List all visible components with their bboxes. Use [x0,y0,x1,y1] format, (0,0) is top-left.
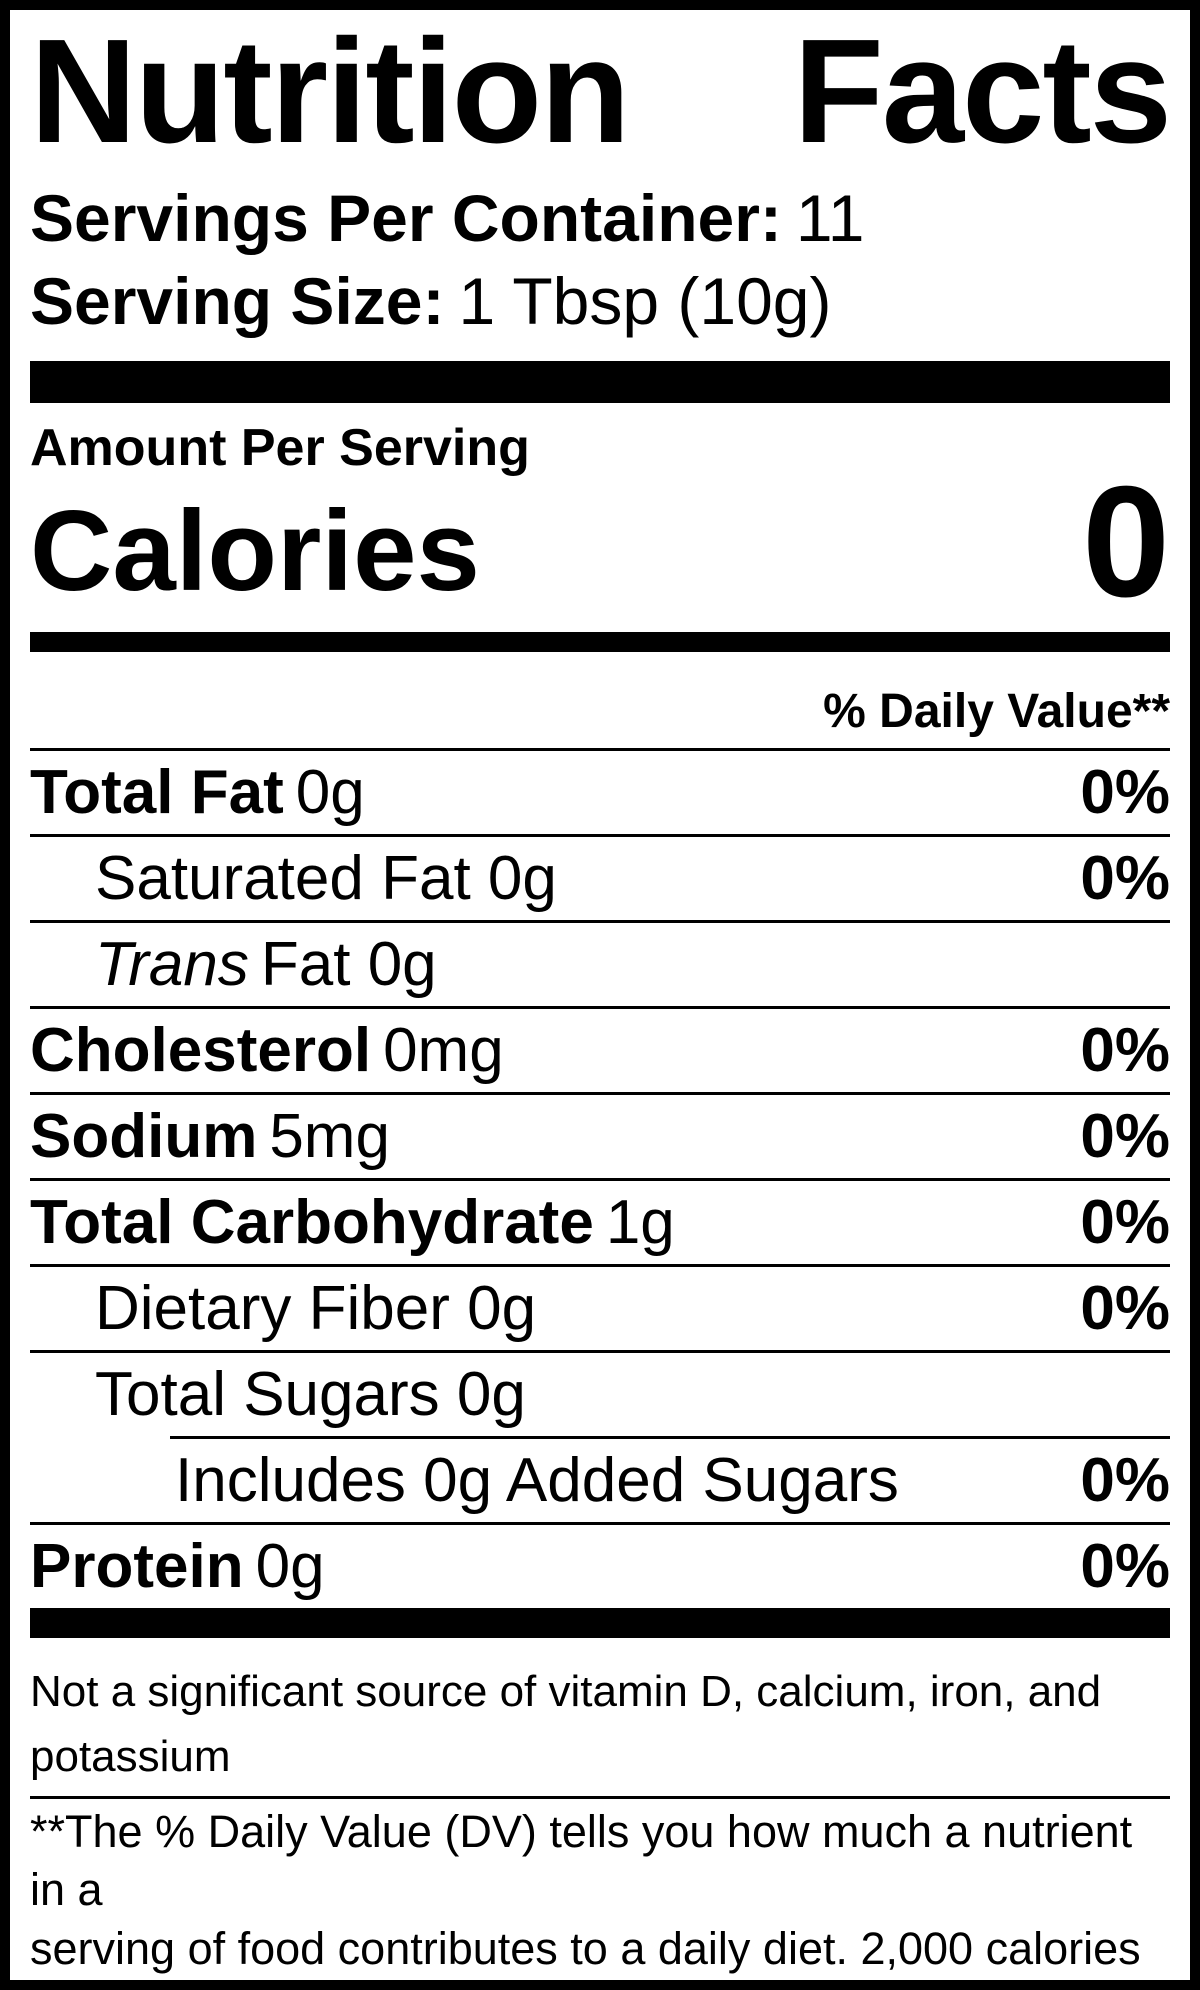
nutrient-row-trans-fat: Trans Fat 0g [30,923,1170,1010]
daily-value-percent: 0% [1080,758,1170,828]
nutrient-name: Protein 0g [30,1532,325,1602]
nutrient-row-saturated-fat: Saturated Fat 0g 0% [30,837,1170,924]
daily-value-percent: 0% [1080,1016,1170,1086]
title-word-facts: Facts [793,9,1172,174]
nutrient-name: Trans Fat 0g [95,930,437,1000]
indented-separator [170,1436,1170,1440]
label-title: Nutrition Facts [30,9,1172,174]
daily-value-footnote: **The % Daily Value (DV) tells you how m… [30,1805,1141,1974]
daily-value-header: % Daily Value** [823,685,1170,739]
servings-per-container-value: 11 [795,181,865,255]
daily-value-percent: 0% [1080,1532,1170,1602]
servings-per-container-line: Servings Per Container: 11 [30,181,1170,255]
nutrient-name: Dietary Fiber 0g [95,1274,537,1344]
thick-divider-bottom [30,1608,1170,1639]
daily-value-percent: 0% [1080,1446,1170,1516]
nutrient-name: Total Fat 0g [30,758,365,828]
nutrient-row-added-sugars: Includes 0g Added Sugars 0% [30,1439,1170,1526]
thick-divider-top [30,360,1170,403]
daily-value-percent: 0% [1080,1188,1170,1258]
calories-value: 0 [1082,454,1170,631]
calories-label: Calories [30,487,480,615]
calories-row: Calories 0 [30,454,1170,631]
daily-value-percent: 0% [1080,1274,1170,1344]
nutrient-name: Includes 0g Added Sugars [175,1446,899,1516]
serving-size-line: Serving Size: 1 Tbsp (10g) [30,267,1170,336]
nutrient-row-cholesterol: Cholesterol 0mg 0% [30,1009,1170,1096]
nutrient-rows: Total Fat 0g 0% Saturated Fat 0g 0% Tran… [30,748,1170,1608]
nutrient-name: Saturated Fat 0g [95,844,557,914]
nutrient-row-sodium: Sodium 5mg 0% [30,1095,1170,1182]
nutrient-row-protein: Protein 0g 0% [30,1525,1170,1608]
daily-value-percent: 0% [1080,1102,1170,1172]
not-significant-note: Not a significant source of vitamin D, c… [30,1667,1102,1782]
nutrient-name: Cholesterol 0mg [30,1016,504,1086]
nutrient-row-total-fat: Total Fat 0g 0% [30,751,1170,838]
daily-value-percent: 0% [1080,844,1170,914]
nutrient-name: Sodium 5mg [30,1102,390,1172]
title-word-nutrition: Nutrition [30,9,630,174]
servings-per-container-label: Servings Per Container: [30,181,782,255]
nutrient-row-total-sugars: Total Sugars 0g [30,1353,1170,1436]
amount-per-serving-heading: Amount Per Serving [30,418,530,477]
serving-size-label: Serving Size: [30,264,445,339]
footnote-separator [30,1795,1170,1799]
nutrient-name: Total Sugars 0g [95,1360,526,1430]
nutrient-row-dietary-fiber: Dietary Fiber 0g 0% [30,1267,1170,1354]
serving-size-value: 1 Tbsp (10g) [458,264,832,339]
thick-divider-calories [30,632,1170,653]
nutrient-row-total-carbohydrate: Total Carbohydrate 1g 0% [30,1181,1170,1268]
nutrient-name: Total Carbohydrate 1g [30,1188,675,1258]
